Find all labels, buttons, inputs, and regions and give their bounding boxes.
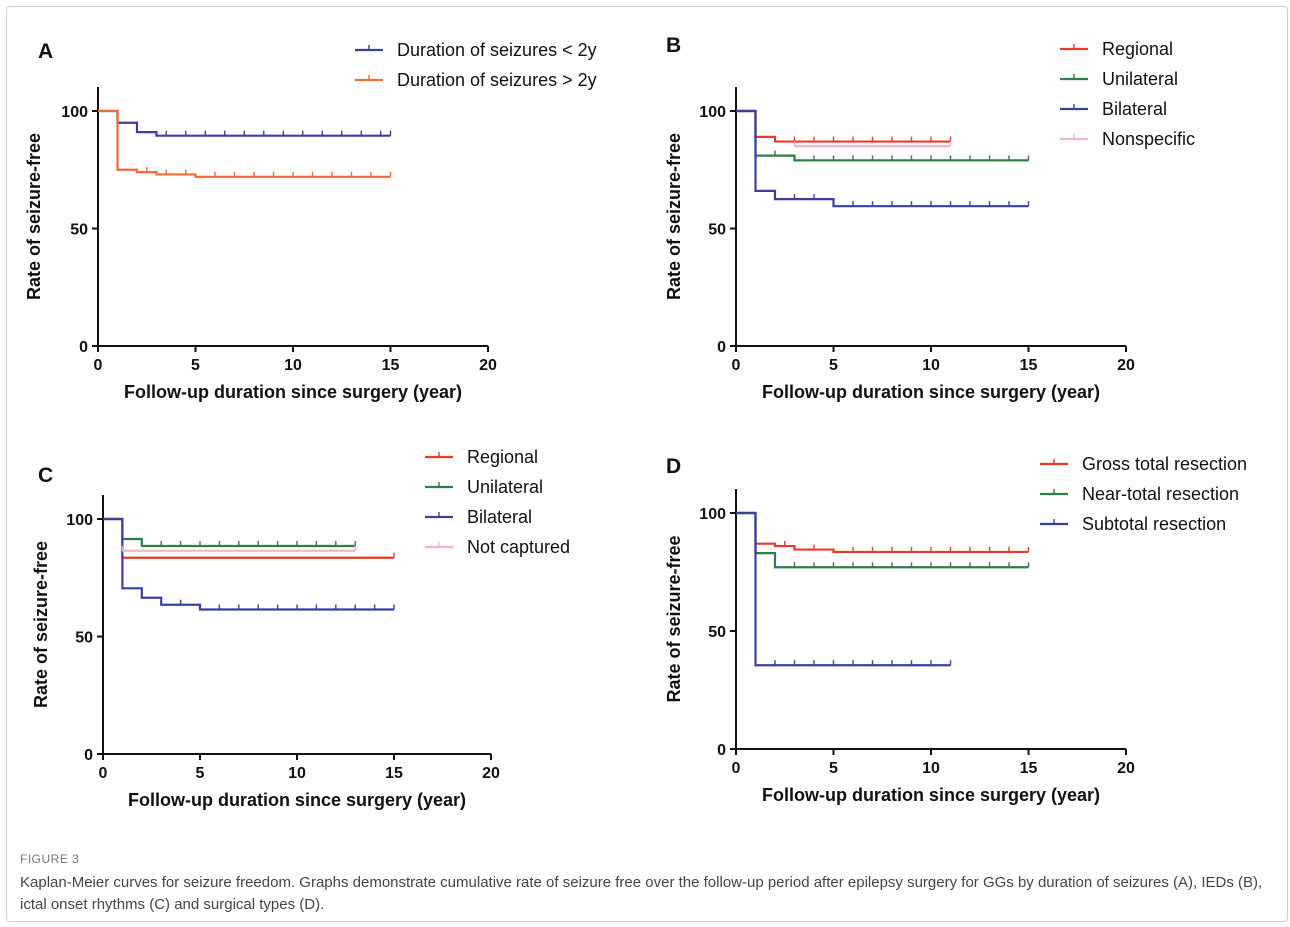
km-curve bbox=[736, 511, 1029, 569]
panel-c: C 0 5 10 15 20 0 50 100 Follow-up duration since … bbox=[31, 447, 570, 810]
km-curve bbox=[736, 109, 1029, 208]
km-curve bbox=[103, 517, 356, 548]
x-tick-label: 0 bbox=[94, 357, 103, 374]
x-tick-label: 15 bbox=[1020, 357, 1038, 374]
y-axis-label: Rate of seizure-free bbox=[664, 133, 684, 300]
x-tick-label: 20 bbox=[482, 765, 500, 782]
km-curve bbox=[736, 109, 951, 143]
x-tick-label: 0 bbox=[732, 357, 741, 374]
x-tick-label: 20 bbox=[1117, 357, 1135, 374]
km-curve bbox=[98, 109, 391, 178]
panel-letter: B bbox=[666, 34, 681, 57]
panel-letter: D bbox=[666, 455, 681, 478]
y-tick-label: 0 bbox=[717, 742, 726, 759]
y-axis-label: Rate of seizure-free bbox=[664, 535, 684, 702]
x-tick-label: 10 bbox=[922, 357, 940, 374]
x-tick-label: 0 bbox=[99, 765, 108, 782]
km-curve bbox=[736, 511, 1029, 554]
y-tick-label: 0 bbox=[79, 339, 88, 356]
x-tick-label: 5 bbox=[191, 357, 200, 374]
legend-label: Bilateral bbox=[1102, 99, 1167, 119]
legend-label: Unilateral bbox=[1102, 69, 1178, 89]
x-tick-label: 5 bbox=[196, 765, 205, 782]
x-tick-label: 5 bbox=[829, 357, 838, 374]
x-tick-label: 10 bbox=[922, 760, 940, 777]
legend-label: Regional bbox=[467, 447, 538, 467]
km-curve bbox=[736, 511, 951, 667]
x-axis-label: Follow-up duration since surgery (year) bbox=[762, 382, 1100, 402]
panel-letter: A bbox=[38, 40, 53, 63]
y-tick-label: 0 bbox=[84, 747, 93, 764]
y-tick-label: 0 bbox=[717, 339, 726, 356]
x-tick-label: 10 bbox=[284, 357, 302, 374]
panel-letter: C bbox=[38, 464, 53, 487]
figure-label: FIGURE 3 bbox=[20, 852, 80, 866]
y-tick-label: 50 bbox=[708, 624, 726, 641]
y-tick-label: 50 bbox=[708, 222, 726, 239]
x-tick-label: 10 bbox=[288, 765, 306, 782]
y-tick-label: 50 bbox=[70, 222, 88, 239]
x-tick-label: 5 bbox=[829, 760, 838, 777]
legend-label: Not captured bbox=[467, 537, 570, 557]
x-tick-label: 20 bbox=[1117, 760, 1135, 777]
legend-label: Gross total resection bbox=[1082, 454, 1247, 474]
figure-caption: Kaplan-Meier curves for seizure freedom.… bbox=[20, 874, 1263, 913]
legend-label: Nonspecific bbox=[1102, 129, 1195, 149]
legend-label: Unilateral bbox=[467, 477, 543, 497]
panel-d: D 0 5 10 15 20 0 50 100 Follow-up duration since … bbox=[664, 454, 1247, 805]
km-curve bbox=[103, 517, 394, 611]
x-tick-label: 15 bbox=[1020, 760, 1038, 777]
legend-label: Duration of seizures < 2y bbox=[397, 40, 597, 60]
x-axis-label: Follow-up duration since surgery (year) bbox=[124, 382, 462, 402]
legend-label: Regional bbox=[1102, 39, 1173, 59]
figure-frame bbox=[6, 6, 1288, 922]
x-axis-label: Follow-up duration since surgery (year) bbox=[762, 785, 1100, 805]
panel-a: A 0 5 10 15 20 0 50 100 Follow-up duration since … bbox=[24, 40, 597, 402]
legend-label: Near-total resection bbox=[1082, 484, 1239, 504]
panel-b: B 0 5 10 15 20 0 50 100 Follow-up duration since … bbox=[664, 34, 1195, 402]
y-axis-label: Rate of seizure-free bbox=[24, 133, 44, 300]
y-tick-label: 100 bbox=[699, 104, 726, 121]
legend-label: Subtotal resection bbox=[1082, 514, 1226, 534]
x-tick-label: 0 bbox=[732, 760, 741, 777]
x-tick-label: 15 bbox=[382, 357, 400, 374]
y-axis-label: Rate of seizure-free bbox=[31, 541, 51, 708]
km-curve bbox=[103, 517, 394, 559]
y-tick-label: 100 bbox=[699, 506, 726, 523]
legend-label: Duration of seizures > 2y bbox=[397, 70, 597, 90]
y-tick-label: 100 bbox=[66, 512, 93, 529]
y-tick-label: 100 bbox=[61, 104, 88, 121]
km-curve bbox=[736, 109, 1029, 162]
legend-label: Bilateral bbox=[467, 507, 532, 527]
x-tick-label: 20 bbox=[479, 357, 497, 374]
x-tick-label: 15 bbox=[385, 765, 403, 782]
x-axis-label: Follow-up duration since surgery (year) bbox=[128, 790, 466, 810]
y-tick-label: 50 bbox=[75, 630, 93, 647]
